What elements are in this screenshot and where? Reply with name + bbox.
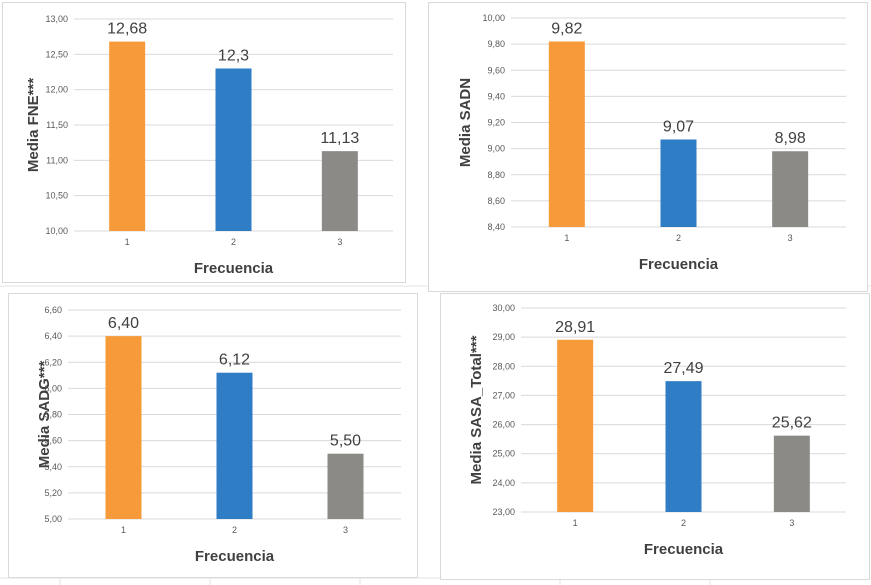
chart-panel-sasa-total: 23,00 24,00 25,00 26,00 27,00 28,00 29,00 30,00… <box>440 293 870 580</box>
data-label: 9,07 <box>663 118 694 135</box>
y-tick-label: 25,00 <box>492 449 515 459</box>
y-tick-label: 6,20 <box>44 357 62 367</box>
y-tick-label: 5,60 <box>44 436 62 446</box>
bar <box>216 372 253 519</box>
chart-sasa-total: 23,00 24,00 25,00 26,00 27,00 28,00 29,00 30,00… <box>468 303 846 558</box>
bar <box>105 336 142 519</box>
x-tick-label: 3 <box>788 233 793 243</box>
bar <box>772 151 809 227</box>
y-tick-label: 29,00 <box>492 332 515 342</box>
y-tick-label: 13,00 <box>45 14 68 24</box>
y-tick-label: 9,80 <box>487 39 505 49</box>
x-tick-label: 2 <box>681 518 686 528</box>
y-tick-label: 9,40 <box>487 91 505 101</box>
y-tick-label: 6,40 <box>44 331 62 341</box>
x-tick-label: 1 <box>573 518 578 528</box>
y-tick-label: 5,00 <box>44 514 62 524</box>
bar <box>321 151 358 231</box>
y-tick-label: 11,00 <box>46 155 68 165</box>
data-label: 8,98 <box>775 130 806 147</box>
y-tick-label: 10,00 <box>482 13 505 23</box>
x-tick-label: 3 <box>343 525 348 535</box>
chart-panel-sadn: 8,40 8,60 8,80 9,00 9,20 9,40 9,60 9,80 10,00 9,8… <box>428 2 868 292</box>
x-tick-label: 2 <box>676 233 681 243</box>
x-axis-title: Frecuencia <box>644 541 724 558</box>
chart-sadg: 5,00 5,20 5,40 5,60 5,80 6,00 6,20 6,40 6,60 6,40… <box>36 305 401 565</box>
y-tick-label: 6,00 <box>44 383 62 393</box>
x-tick-label: 1 <box>125 237 130 247</box>
y-tick-label: 10,00 <box>45 226 68 236</box>
y-axis-title: Media SASA_Total*** <box>468 335 485 484</box>
y-tick-label: 8,80 <box>487 170 505 180</box>
bar <box>660 139 697 227</box>
y-tick-label: 9,00 <box>487 144 505 154</box>
y-tick-label: 5,20 <box>44 488 62 498</box>
x-tick-label: 3 <box>337 237 342 247</box>
bar <box>557 339 594 512</box>
y-tick-label: 11,50 <box>46 120 68 130</box>
data-label: 12,68 <box>107 21 147 38</box>
y-tick-label: 24,00 <box>492 478 515 488</box>
x-axis-title: Frecuencia <box>639 256 719 273</box>
data-label: 6,12 <box>219 352 250 369</box>
bar <box>773 435 810 512</box>
y-tick-label: 5,80 <box>44 410 62 420</box>
y-tick-label: 30,00 <box>492 303 515 313</box>
data-label: 25,62 <box>772 415 812 432</box>
y-tick-label: 9,60 <box>487 65 505 75</box>
data-label: 11,13 <box>320 130 359 147</box>
y-tick-label: 23,00 <box>492 507 515 517</box>
y-tick-label: 6,60 <box>44 305 62 315</box>
y-tick-label: 12,50 <box>45 49 68 59</box>
chart-panel-fne: 10,00 10,50 11,00 11,50 12,00 12,50 13,00 12,68… <box>2 2 406 283</box>
bar <box>665 381 702 512</box>
bar <box>109 41 146 231</box>
x-axis-title: Frecuencia <box>194 260 274 277</box>
y-axis-title: Media SADG*** <box>36 361 53 469</box>
bar <box>548 41 585 228</box>
x-tick-label: 2 <box>231 237 236 247</box>
bar <box>215 68 252 231</box>
x-tick-label: 1 <box>564 233 569 243</box>
x-tick-label: 2 <box>232 525 237 535</box>
y-axis-title: Media SADN <box>457 78 474 167</box>
y-tick-label: 10,50 <box>45 191 68 201</box>
y-tick-label: 8,60 <box>487 196 505 206</box>
y-tick-label: 5,40 <box>44 462 62 472</box>
x-axis-title: Frecuencia <box>195 548 275 565</box>
data-label: 5,50 <box>330 433 361 450</box>
chart-panel-sadg: 5,00 5,20 5,40 5,60 5,80 6,00 6,20 6,40 6,60 6,40… <box>8 293 418 578</box>
data-label: 28,91 <box>555 319 595 336</box>
y-tick-label: 28,00 <box>492 361 515 371</box>
x-tick-label: 3 <box>789 518 794 528</box>
data-label: 6,40 <box>108 315 139 332</box>
y-tick-label: 26,00 <box>492 420 515 430</box>
y-tick-label: 8,40 <box>487 222 505 232</box>
chart-fne: 10,00 10,50 11,00 11,50 12,00 12,50 13,00 12,68… <box>25 14 393 277</box>
x-tick-label: 1 <box>121 525 126 535</box>
y-axis-title: Media FNE*** <box>25 78 42 172</box>
data-label: 27,49 <box>663 360 703 377</box>
data-label: 9,82 <box>551 21 582 38</box>
y-tick-label: 9,20 <box>487 118 505 128</box>
data-label: 12,3 <box>218 47 249 64</box>
y-tick-label: 12,00 <box>45 85 68 95</box>
y-tick-label: 27,00 <box>492 390 515 400</box>
chart-sadn: 8,40 8,60 8,80 9,00 9,20 9,40 9,60 9,80 10,00 9,8… <box>457 13 846 273</box>
bar <box>327 453 364 519</box>
